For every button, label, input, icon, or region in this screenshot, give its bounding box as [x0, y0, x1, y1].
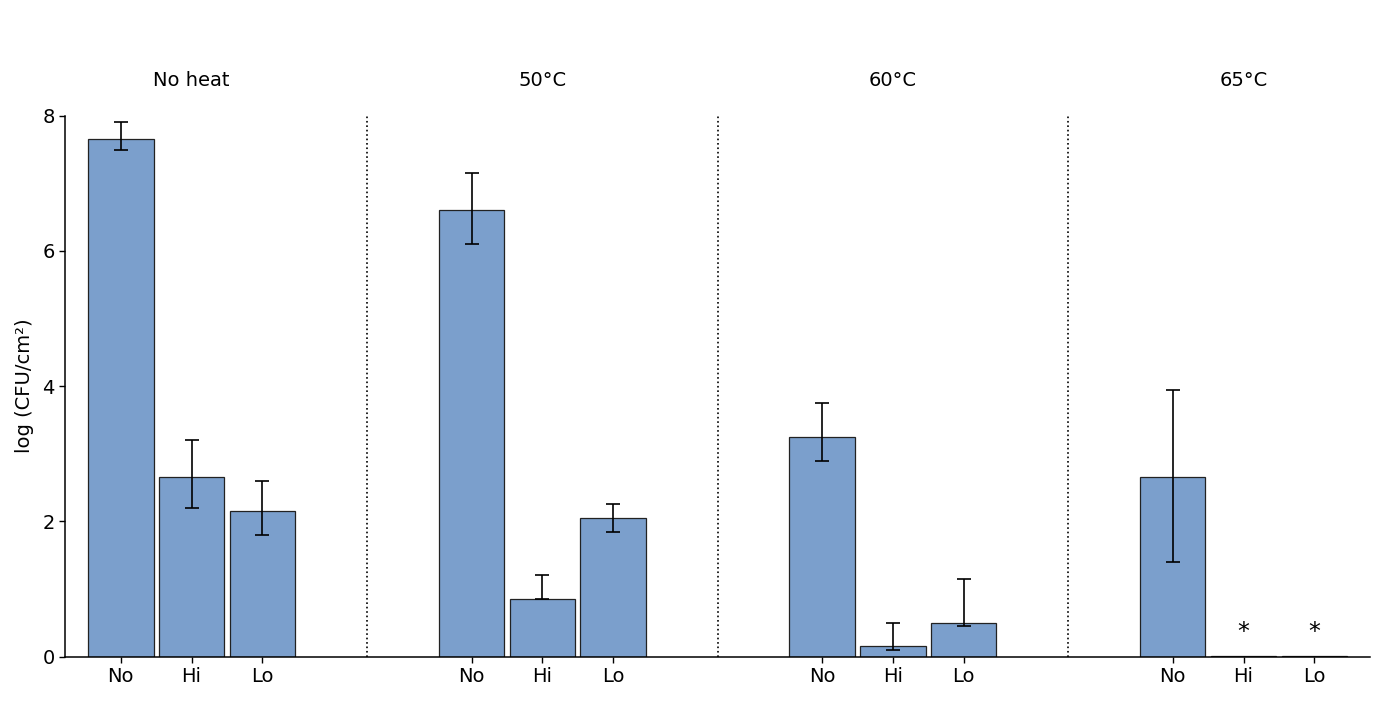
Bar — [439, 210, 504, 657]
Bar — [1281, 655, 1348, 657]
Bar — [931, 622, 996, 657]
Bar — [89, 139, 154, 657]
Text: 65°C: 65°C — [1219, 71, 1267, 90]
Bar — [789, 437, 855, 657]
Bar — [860, 646, 925, 657]
Bar — [510, 599, 575, 657]
Bar — [1140, 477, 1205, 657]
Y-axis label: log (CFU/cm²): log (CFU/cm²) — [15, 319, 35, 454]
Bar — [1210, 655, 1276, 657]
Text: 60°C: 60°C — [868, 71, 917, 90]
Text: 50°C: 50°C — [518, 71, 566, 90]
Bar — [159, 477, 224, 657]
Bar — [580, 518, 645, 657]
Text: *: * — [1238, 620, 1249, 644]
Bar — [230, 511, 295, 657]
Text: No heat: No heat — [154, 71, 230, 90]
Text: *: * — [1309, 620, 1320, 644]
